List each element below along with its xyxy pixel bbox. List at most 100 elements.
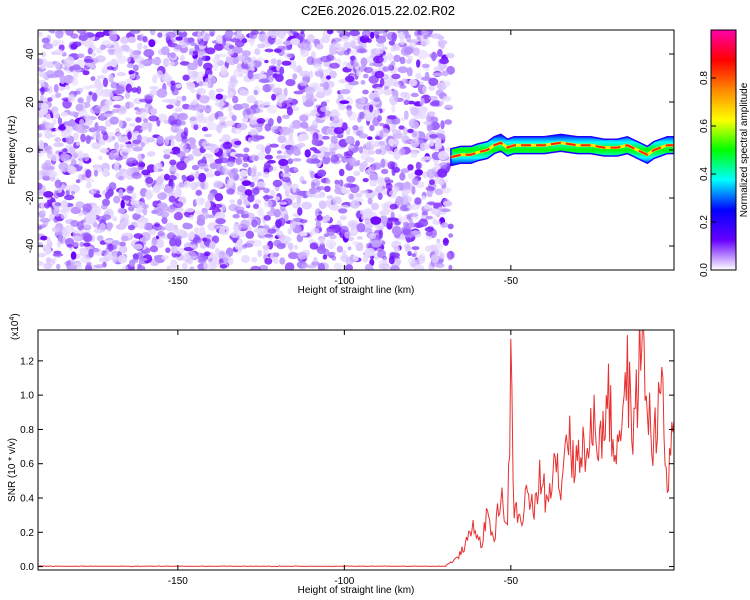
noise-blob — [129, 51, 140, 59]
noise-blob — [389, 203, 398, 210]
noise-blob — [222, 134, 231, 139]
noise-blob — [410, 151, 418, 159]
noise-blob — [291, 183, 299, 189]
noise-blob — [297, 207, 303, 216]
noise-blob — [116, 46, 123, 54]
noise-blob — [127, 131, 132, 140]
noise-blob — [50, 30, 56, 34]
noise-blob — [234, 140, 242, 146]
noise-blob — [417, 50, 428, 60]
noise-blob — [59, 74, 66, 85]
noise-blob — [65, 189, 70, 196]
noise-blob — [120, 36, 129, 44]
noise-blob — [239, 89, 250, 97]
noise-blob — [76, 53, 85, 59]
noise-blob — [299, 232, 308, 237]
noise-blob — [333, 262, 343, 270]
y-tick-label: 0.2 — [20, 528, 34, 539]
noise-blob — [326, 127, 336, 136]
noise-blob — [71, 191, 76, 195]
noise-blob — [40, 235, 48, 241]
noise-blob — [309, 242, 319, 250]
noise-blob — [54, 179, 62, 189]
noise-blob — [83, 242, 91, 247]
noise-blob — [396, 259, 402, 263]
noise-blob — [312, 193, 324, 199]
noise-blob — [418, 218, 429, 227]
noise-blob — [142, 208, 148, 216]
noise-blob — [253, 89, 258, 96]
noise-blob — [165, 247, 171, 253]
noise-blob — [126, 167, 134, 176]
noise-blob — [176, 229, 185, 236]
noise-blob — [116, 132, 123, 139]
noise-blob — [203, 145, 213, 150]
noise-blob — [38, 132, 43, 138]
noise-blob — [194, 44, 200, 51]
noise-blob — [279, 30, 288, 33]
noise-blob — [378, 264, 383, 269]
noise-blob — [172, 189, 181, 198]
noise-blob — [58, 162, 69, 171]
noise-blob — [303, 43, 313, 49]
noise-blob — [274, 196, 280, 201]
noise-blob — [263, 215, 271, 221]
noise-blob — [230, 38, 241, 43]
noise-blob — [196, 88, 207, 95]
noise-blob — [328, 242, 334, 250]
noise-blob — [63, 194, 75, 201]
noise-blob — [352, 255, 359, 262]
noise-blob — [152, 184, 161, 194]
x-tick-label: -50 — [504, 276, 519, 287]
noise-blob — [207, 193, 214, 202]
noise-blob — [329, 142, 336, 149]
noise-blob — [117, 254, 128, 264]
noise-blob — [82, 70, 90, 76]
noise-blob — [128, 206, 135, 212]
noise-blob — [42, 97, 48, 102]
noise-blob — [40, 201, 45, 210]
noise-blob — [369, 258, 375, 267]
noise-blob — [90, 76, 96, 81]
noise-blob — [87, 63, 95, 68]
noise-blob — [112, 95, 123, 101]
noise-blob — [234, 153, 245, 158]
noise-blob — [133, 243, 143, 250]
noise-blob — [272, 87, 283, 94]
noise-blob — [108, 49, 116, 56]
noise-blob — [371, 202, 379, 211]
noise-blob — [179, 142, 187, 150]
noise-blob — [302, 95, 307, 103]
noise-blob — [270, 206, 276, 213]
noise-blob — [277, 45, 286, 50]
noise-blob — [310, 227, 320, 235]
noise-blob — [420, 30, 432, 37]
noise-blob — [41, 210, 46, 215]
noise-blob — [104, 191, 111, 200]
noise-blob — [197, 51, 207, 56]
noise-blob — [420, 38, 431, 46]
noise-blob — [237, 198, 243, 206]
noise-blob — [408, 79, 418, 87]
noise-blob — [272, 179, 283, 188]
noise-blob — [93, 205, 102, 215]
noise-blob — [287, 252, 299, 260]
noise-blob — [287, 242, 294, 250]
noise-blob — [175, 36, 183, 41]
noise-blob — [126, 56, 132, 63]
noise-blob — [170, 52, 176, 58]
noise-blob — [40, 170, 51, 177]
noise-blob — [38, 252, 46, 258]
noise-blob — [276, 150, 282, 155]
noise-blob — [348, 157, 357, 167]
noise-blob — [325, 178, 331, 184]
noise-blob — [116, 55, 127, 64]
noise-blob — [419, 97, 425, 106]
noise-blob — [175, 206, 184, 213]
noise-blob — [115, 85, 125, 95]
noise-blob — [100, 44, 106, 50]
noise-blob — [432, 217, 437, 225]
noise-blob — [232, 56, 240, 64]
noise-blob — [288, 32, 294, 37]
noise-blob — [352, 62, 359, 67]
